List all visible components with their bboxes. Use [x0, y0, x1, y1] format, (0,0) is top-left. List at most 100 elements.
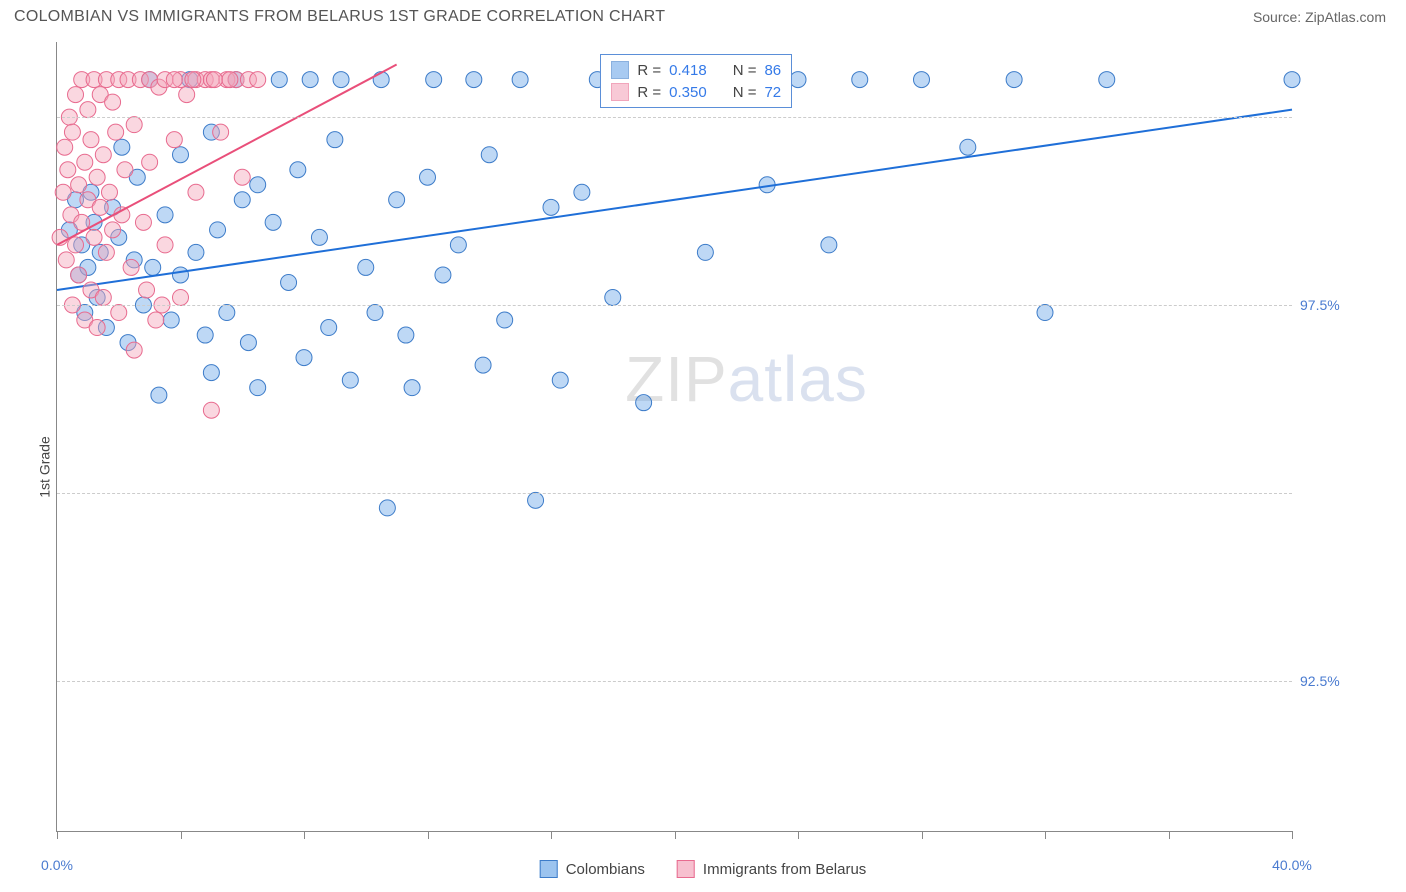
- scatter-point: [697, 244, 713, 260]
- scatter-point: [1284, 72, 1300, 88]
- scatter-point: [960, 139, 976, 155]
- x-tick: [922, 831, 923, 839]
- legend-label: Colombians: [566, 861, 645, 878]
- scatter-point: [420, 169, 436, 185]
- scatter-point: [1037, 305, 1053, 321]
- stat-r-label: R =: [637, 84, 661, 101]
- stat-n-value: 86: [764, 62, 781, 79]
- scatter-point: [188, 244, 204, 260]
- scatter-point: [321, 320, 337, 336]
- gridline-h: [57, 305, 1292, 306]
- stat-r-value: 0.418: [669, 62, 707, 79]
- scatter-point: [250, 380, 266, 396]
- scatter-point: [117, 162, 133, 178]
- chart-title: COLOMBIAN VS IMMIGRANTS FROM BELARUS 1ST…: [14, 8, 665, 26]
- scatter-point: [250, 177, 266, 193]
- scatter-point: [98, 244, 114, 260]
- x-tick: [551, 831, 552, 839]
- x-tick-label: 0.0%: [41, 857, 73, 873]
- scatter-point: [166, 72, 182, 88]
- x-tick: [428, 831, 429, 839]
- scatter-point: [358, 259, 374, 275]
- scatter-point: [108, 124, 124, 140]
- legend-item: Immigrants from Belarus: [677, 860, 866, 878]
- scatter-point: [139, 282, 155, 298]
- scatter-point: [188, 184, 204, 200]
- scatter-point: [528, 492, 544, 508]
- stat-r-value: 0.350: [669, 84, 707, 101]
- scatter-point: [213, 124, 229, 140]
- scatter-point: [552, 372, 568, 388]
- legend-item: Colombians: [540, 860, 645, 878]
- scatter-point: [173, 289, 189, 305]
- legend-label: Immigrants from Belarus: [703, 861, 866, 878]
- scatter-point: [173, 147, 189, 163]
- scatter-point: [114, 139, 130, 155]
- x-tick: [57, 831, 58, 839]
- scatter-point: [481, 147, 497, 163]
- y-axis-label: 1st Grade: [37, 436, 53, 497]
- gridline-h: [57, 681, 1292, 682]
- scatter-point: [173, 267, 189, 283]
- plot-area: ZIPatlas R =0.418N =86R =0.350N =72 92.5…: [56, 42, 1292, 832]
- scatter-point: [342, 372, 358, 388]
- scatter-point: [80, 102, 96, 118]
- scatter-point: [163, 312, 179, 328]
- scatter-point: [271, 72, 287, 88]
- scatter-point: [86, 229, 102, 245]
- scatter-point: [327, 132, 343, 148]
- legend-swatch-icon: [611, 61, 629, 79]
- bottom-legend: Colombians Immigrants from Belarus: [540, 860, 867, 878]
- scatter-point: [234, 192, 250, 208]
- scatter-point: [105, 222, 121, 238]
- scatter-point: [311, 229, 327, 245]
- chart-container: 1st Grade ZIPatlas R =0.418N =86R =0.350…: [14, 42, 1392, 892]
- scatter-point: [101, 184, 117, 200]
- scatter-point: [389, 192, 405, 208]
- scatter-point: [157, 237, 173, 253]
- scatter-point: [240, 335, 256, 351]
- scatter-point: [145, 259, 161, 275]
- stat-n-value: 72: [764, 84, 781, 101]
- scatter-point: [466, 72, 482, 88]
- x-tick: [181, 831, 182, 839]
- y-tick-label: 92.5%: [1300, 673, 1364, 689]
- x-tick: [798, 831, 799, 839]
- scatter-point: [219, 305, 235, 321]
- scatter-point: [234, 169, 250, 185]
- scatter-point: [265, 214, 281, 230]
- stats-row: R =0.418N =86: [611, 59, 781, 81]
- scatter-point: [166, 132, 182, 148]
- plot-svg: [57, 42, 1292, 831]
- scatter-point: [126, 117, 142, 133]
- scatter-point: [83, 132, 99, 148]
- scatter-point: [206, 72, 222, 88]
- scatter-point: [426, 72, 442, 88]
- scatter-point: [1099, 72, 1115, 88]
- scatter-point: [95, 147, 111, 163]
- scatter-point: [373, 72, 389, 88]
- scatter-point: [574, 184, 590, 200]
- x-tick: [1045, 831, 1046, 839]
- scatter-point: [914, 72, 930, 88]
- scatter-point: [790, 72, 806, 88]
- scatter-point: [185, 72, 201, 88]
- scatter-point: [333, 72, 349, 88]
- scatter-point: [197, 327, 213, 343]
- y-tick-label: 97.5%: [1300, 297, 1364, 313]
- scatter-point: [135, 214, 151, 230]
- scatter-point: [142, 154, 158, 170]
- scatter-point: [636, 395, 652, 411]
- scatter-point: [114, 207, 130, 223]
- legend-swatch-icon: [677, 860, 695, 878]
- scatter-point: [290, 162, 306, 178]
- scatter-point: [250, 72, 266, 88]
- scatter-point: [203, 365, 219, 381]
- gridline-h: [57, 493, 1292, 494]
- scatter-point: [126, 342, 142, 358]
- legend-swatch-icon: [540, 860, 558, 878]
- scatter-point: [281, 274, 297, 290]
- scatter-point: [497, 312, 513, 328]
- scatter-point: [398, 327, 414, 343]
- scatter-point: [157, 207, 173, 223]
